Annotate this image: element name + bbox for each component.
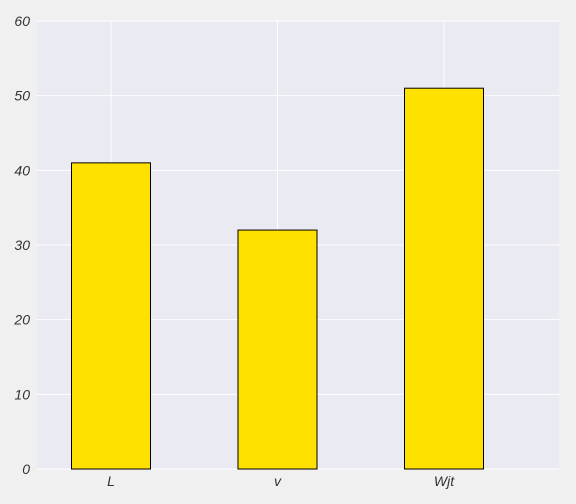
y-axis-tick-labels: 0 10 20 30 40 50 60: [13, 13, 30, 477]
y-tick-label: 10: [14, 386, 30, 402]
bar-2: [404, 87, 484, 470]
y-tick-label: 30: [14, 237, 30, 253]
x-tick-label: Wjt: [434, 473, 455, 489]
y-tick-label: 20: [13, 312, 30, 328]
bar-1: [237, 229, 318, 470]
y-tick-label: 50: [14, 88, 30, 104]
bar-0: [71, 162, 151, 470]
x-tick-label: L: [107, 473, 115, 489]
x-tick-label: v: [274, 473, 282, 489]
y-tick-label: 40: [14, 162, 30, 178]
y-tick-label: 0: [22, 461, 30, 477]
bars: [71, 87, 484, 470]
y-tick-label: 60: [14, 13, 30, 29]
